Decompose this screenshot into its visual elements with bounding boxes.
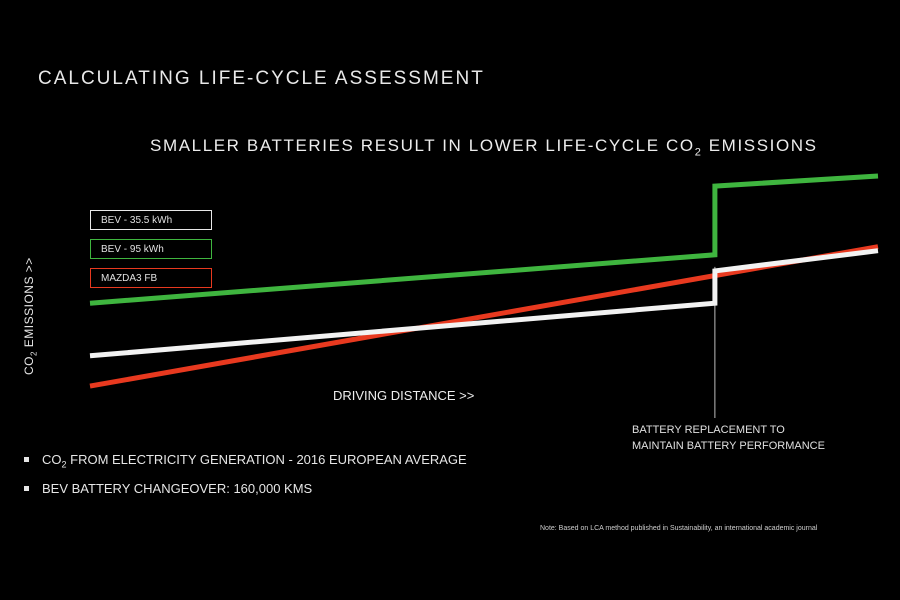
- mazda3-line: [89, 244, 879, 389]
- footnote: Note: Based on LCA method published in S…: [540, 525, 818, 532]
- chart-legend: BEV - 35.5 kWh BEV - 95 kWh MAZDA3 FB: [90, 210, 212, 297]
- note-suffix: FROM ELECTRICITY GENERATION - 2016 EUROP…: [66, 452, 467, 467]
- legend-item-bev-95: BEV - 95 kWh: [90, 239, 212, 259]
- legend-item-mazda3: MAZDA3 FB: [90, 268, 212, 288]
- note-item: BEV BATTERY CHANGEOVER: 160,000 KMS: [24, 481, 467, 499]
- bev-95-line: [89, 173, 879, 306]
- bullet-icon: [24, 457, 29, 463]
- ylabel-prefix: CO: [22, 356, 36, 375]
- ylabel-subscript: 2: [29, 351, 39, 356]
- bev-35-line: [89, 248, 879, 359]
- subtitle-suffix: EMISSIONS: [702, 136, 818, 155]
- note-item: CO2 FROM ELECTRICITY GENERATION - 2016 E…: [24, 452, 467, 470]
- annotation-line-2: MAINTAIN BATTERY PERFORMANCE: [632, 440, 825, 452]
- subtitle-prefix: SMALLER BATTERIES RESULT IN LOWER LIFE-C…: [150, 136, 695, 155]
- note-prefix: BEV BATTERY CHANGEOVER: 160,000 KMS: [42, 480, 313, 496]
- legend-label-bev-95: BEV - 95 kWh: [101, 244, 164, 255]
- bullet-icon: [24, 485, 29, 491]
- y-axis-label: CO2 EMISSIONS >>: [22, 257, 38, 375]
- legend-item-bev-35: BEV - 35.5 kWh: [90, 210, 212, 230]
- note-prefix: CO: [42, 452, 62, 467]
- x-axis-label: DRIVING DISTANCE >>: [333, 388, 475, 403]
- subtitle-subscript: 2: [694, 146, 703, 159]
- notes-list: CO2 FROM ELECTRICITY GENERATION - 2016 E…: [24, 452, 467, 509]
- legend-label-mazda3: MAZDA3 FB: [101, 273, 158, 284]
- legend-label-bev-35: BEV - 35.5 kWh: [101, 215, 173, 226]
- chart-subtitle: SMALLER BATTERIES RESULT IN LOWER LIFE-C…: [150, 136, 818, 158]
- battery-replacement-annotation: BATTERY REPLACEMENT TO MAINTAIN BATTERY …: [632, 422, 825, 454]
- slide-title: CALCULATING LIFE-CYCLE ASSESSMENT: [38, 68, 485, 89]
- annotation-line-1: BATTERY REPLACEMENT TO: [632, 424, 785, 436]
- note-subscript: 2: [61, 459, 67, 470]
- ylabel-suffix: EMISSIONS >>: [22, 257, 36, 352]
